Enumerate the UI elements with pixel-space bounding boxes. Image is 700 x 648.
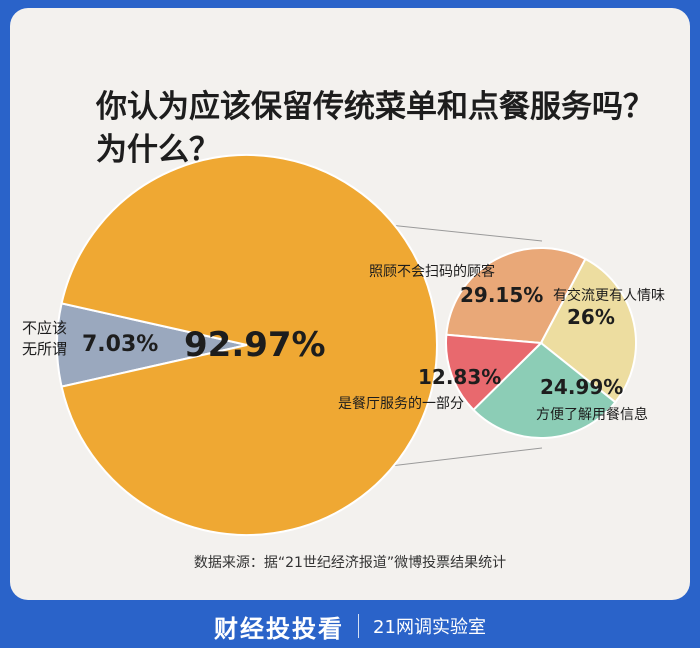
reason-value-service: 12.83%: [418, 365, 501, 389]
reason-name-scan: 照顾不会扫码的顾客: [369, 263, 495, 280]
reason-name-service: 是餐厅服务的一部分: [338, 396, 464, 412]
reason-name-human: 有交流更有人情味: [553, 287, 665, 304]
reason-value-info: 24.99%: [540, 375, 623, 399]
lab-name: 21网调实验室: [373, 617, 486, 638]
slice-value-92-97: 92.97%: [184, 325, 326, 365]
reasons-pie: [445, 246, 638, 439]
reason-value-scan: 29.15%: [460, 283, 543, 307]
title-line-1: 你认为应该保留传统菜单和点餐服务吗？: [96, 89, 654, 125]
brand-logo: 财经投投看: [214, 614, 345, 643]
chart-title: 你认为应该保留传统菜单和点餐服务吗？ 为什么？: [96, 86, 656, 172]
slice-label-7-03-name-1: 不应该: [22, 319, 67, 337]
reason-slice-3: [472, 341, 617, 439]
main-pie: [55, 154, 438, 536]
slice-label-7-03-name-2: 无所谓: [22, 340, 67, 358]
reason-value-human: 26%: [567, 305, 615, 329]
reason-slice-4: [445, 333, 544, 412]
reason-slice-2: [539, 257, 638, 404]
slice-value-7-03: 7.03%: [82, 332, 158, 357]
data-source: 数据来源：据“21世纪经济报道”微博投票结果统计: [193, 555, 507, 571]
reason-name-info: 方便了解用餐信息: [536, 406, 648, 423]
reason-slice-1: [445, 246, 587, 345]
footer-divider: [358, 614, 360, 638]
main-slice-2: [60, 154, 438, 536]
footer-bar: 财经投投看 21网调实验室: [0, 606, 700, 646]
